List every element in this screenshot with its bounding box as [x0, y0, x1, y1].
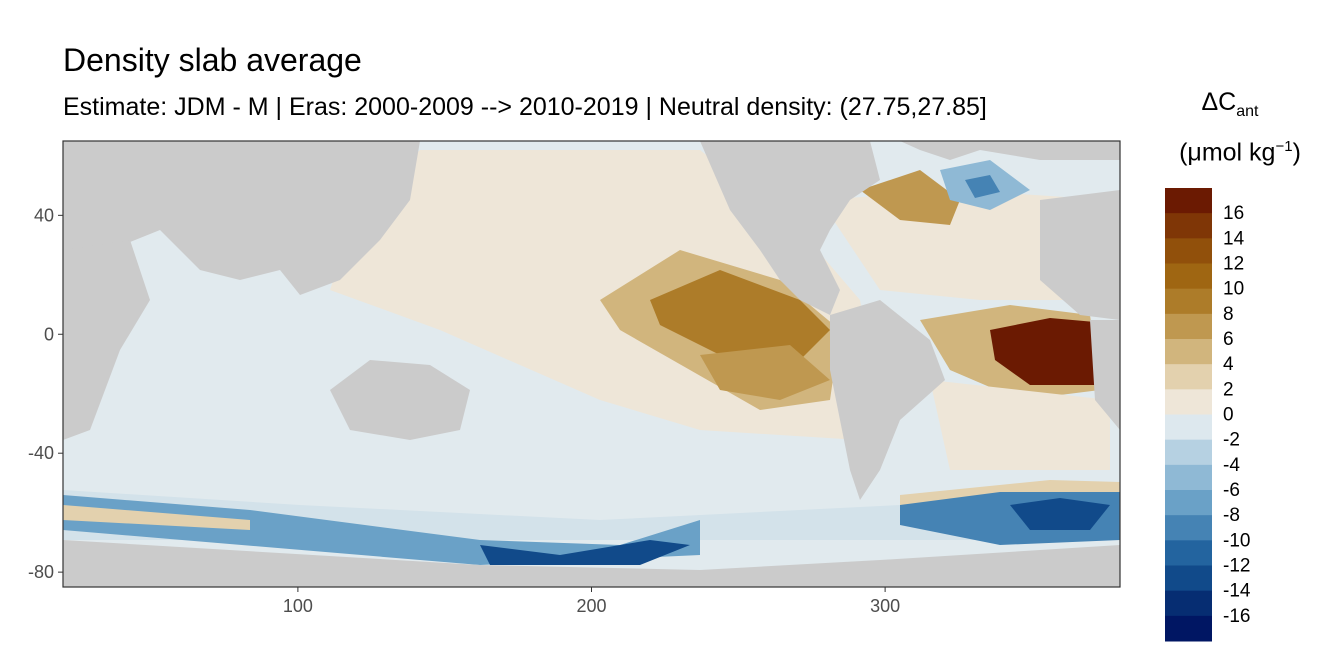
legend-unit-text: (μmol kg [1179, 138, 1276, 167]
x-tick-label: 100 [283, 596, 313, 616]
colorbar-swatch [1165, 490, 1212, 516]
legend-unit-superscript: −1 [1275, 138, 1293, 155]
colorbar-label: 4 [1223, 354, 1234, 375]
y-tick-label: -40 [28, 443, 54, 463]
y-tick-label: 0 [44, 324, 54, 344]
indian-ocean-warm-strip [63, 505, 250, 530]
x-axis: 100 200 300 [283, 587, 900, 616]
antarctic-deep-cold [480, 540, 690, 565]
atlantic-hotspot [990, 318, 1098, 385]
land-australia [330, 360, 470, 440]
land-africa-west [63, 240, 150, 440]
colorbar-label: -16 [1223, 606, 1250, 627]
colorbar-swatch [1165, 364, 1212, 390]
colorbar-swatch [1165, 439, 1212, 466]
land-north-america [700, 141, 880, 260]
colorbar-swatch [1165, 288, 1212, 315]
colorbar-label: -10 [1223, 530, 1250, 551]
north-atlantic-front [860, 170, 960, 225]
legend-title: ΔCant [1175, 88, 1285, 121]
colorbar-swatch [1165, 565, 1212, 592]
colorbar-swatch [1165, 515, 1212, 541]
chart-subtitle: Estimate: JDM - M | Eras: 2000-2009 --> … [63, 93, 987, 121]
colorbar: 16 14 12 10 8 6 4 2 0 -2 -4 -6 -8 -10 -12 -14 -16 [1165, 188, 1251, 642]
x-tick-label: 200 [576, 596, 606, 616]
land-greenland [900, 141, 1120, 160]
colorbar-label: -2 [1223, 430, 1240, 451]
y-tick-label: -80 [28, 562, 54, 582]
legend-title-symbol: ΔC [1201, 88, 1237, 116]
legend-title-subscript: ant [1236, 103, 1259, 120]
colorbar-label: 2 [1223, 379, 1234, 400]
colorbar-label: 6 [1223, 329, 1234, 350]
land-eurasia [63, 141, 420, 295]
colorbar-swatch [1165, 313, 1212, 340]
colorbar-label: 12 [1223, 254, 1244, 275]
weddell-cold-core [1010, 498, 1110, 530]
colorbar-label: -6 [1223, 480, 1240, 501]
weddell-warm-strip [900, 480, 1120, 505]
land-antarctica [63, 540, 1120, 587]
colorbar-label: 0 [1223, 405, 1234, 426]
pacific-warm-center [650, 270, 830, 370]
land-africa-east [1090, 320, 1120, 430]
north-atlantic-warm [820, 190, 1110, 300]
colorbar-label: -14 [1223, 581, 1251, 602]
y-axis: 40 0 -40 -80 [28, 205, 63, 582]
pacific-warm-lobe [700, 345, 830, 400]
colorbar-label: -12 [1223, 556, 1250, 577]
antarctic-cold-band [63, 495, 700, 565]
legend-unit-close: ) [1292, 138, 1301, 167]
colorbar-swatch [1165, 389, 1212, 415]
legend-unit: (μmol kg−1) [1160, 138, 1320, 167]
colorbar-label: 8 [1223, 304, 1234, 325]
land-south-america [830, 300, 945, 500]
colorbar-swatch [1165, 263, 1212, 290]
colorbar-label: 16 [1223, 203, 1244, 224]
map-panel [62, 140, 1121, 588]
colorbar-swatch [1165, 590, 1212, 617]
colorbar-swatch [1165, 188, 1212, 214]
land-europe [1040, 190, 1120, 320]
colorbar-swatch [1165, 238, 1212, 264]
land-central-america [760, 250, 840, 315]
colorbar-swatch [1165, 540, 1212, 566]
x-tick-label: 300 [870, 596, 900, 616]
labrador-cold-core [965, 175, 1000, 198]
colorbar-label: 10 [1223, 279, 1244, 300]
colorbar-swatch [1165, 464, 1212, 491]
colorbar-label: -8 [1223, 505, 1240, 526]
colorbar-swatch [1165, 615, 1212, 642]
colorbar-label: 14 [1223, 228, 1245, 249]
land [63, 141, 1120, 587]
colorbar-swatch [1165, 213, 1212, 239]
colorbar-label: -4 [1223, 455, 1240, 476]
colorbar-swatch [1165, 339, 1212, 365]
colorbar-swatch [1165, 414, 1212, 441]
south-atlantic-warm [930, 380, 1110, 470]
chart-title: Density slab average [63, 42, 362, 78]
y-tick-label: 40 [34, 205, 54, 225]
